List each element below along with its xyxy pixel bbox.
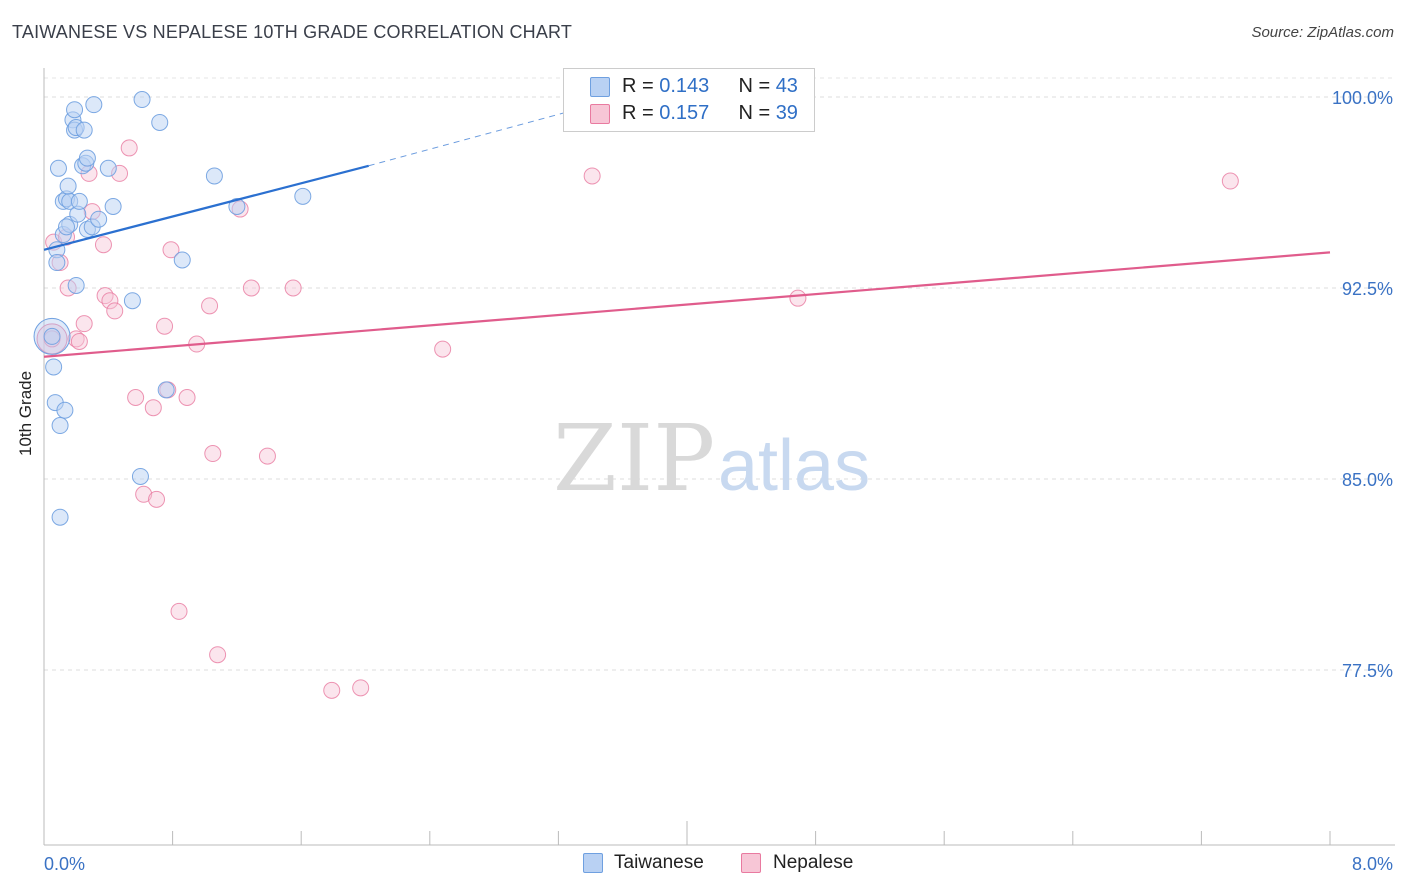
trend-lines	[43, 96, 1331, 358]
nepalese-r-label: R =	[622, 102, 660, 124]
y-tick-label: 85.0%	[1342, 470, 1393, 490]
taiwanese-point	[151, 113, 169, 131]
y-tick-label: 100.0%	[1332, 88, 1393, 108]
taiwanese-point	[48, 254, 66, 272]
y-tick-label: 77.5%	[1342, 661, 1393, 681]
y-tick-labels: 77.5% 85.0% 92.5% 100.0%	[1332, 88, 1393, 681]
nepalese-point	[258, 447, 276, 465]
nepalese-point	[209, 646, 227, 664]
taiwanese-point	[133, 91, 151, 109]
nepalese-swatch	[590, 104, 610, 124]
taiwanese-trend-line	[43, 164, 369, 251]
nepalese-point	[75, 315, 93, 333]
nepalese-point	[204, 445, 222, 463]
taiwanese-point	[228, 198, 246, 216]
y-tick-label: 92.5%	[1342, 279, 1393, 299]
taiwanese-point	[131, 467, 149, 485]
taiwanese-point	[58, 218, 76, 236]
x-tick-labels: 0.0% 8.0%	[44, 854, 1393, 874]
nepalese-point	[201, 297, 219, 315]
taiwanese-point	[45, 358, 63, 376]
nepalese-point	[67, 330, 85, 348]
y-axis-label: 10th Grade	[16, 370, 35, 456]
nepalese-point	[106, 302, 124, 320]
nepalese-point	[127, 389, 145, 407]
taiwanese-point	[205, 167, 223, 185]
nepalese-legend-swatch	[741, 853, 761, 873]
taiwanese-points	[33, 91, 312, 526]
nepalese-point	[101, 292, 119, 310]
nepalese-point	[148, 490, 166, 508]
watermark-zip: ZIP	[553, 405, 715, 512]
taiwanese-point	[99, 159, 117, 177]
taiwanese-point	[104, 198, 122, 216]
nepalese-point	[120, 139, 138, 157]
nepalese-point	[135, 485, 153, 503]
taiwanese-r-label: R =	[622, 75, 660, 97]
correlation-legend: R = 0.143 N = 43 R = 0.157 N = 39	[563, 68, 815, 132]
nepalese-point	[352, 679, 370, 697]
nepalese-point	[70, 332, 88, 350]
nepalese-point	[1221, 172, 1239, 190]
taiwanese-point	[78, 149, 96, 167]
taiwanese-point	[43, 327, 61, 345]
taiwanese-point	[294, 187, 312, 205]
taiwanese-point	[157, 381, 175, 399]
nepalese-r-value: 0.157	[659, 102, 710, 124]
taiwanese-stats: R = 0.143 N = 43	[622, 75, 798, 99]
nepalese-point	[583, 167, 601, 185]
axes	[43, 68, 1395, 846]
taiwanese-point	[51, 417, 69, 435]
x-tick-label-min: 0.0%	[44, 854, 85, 874]
taiwanese-point	[66, 101, 84, 119]
nepalese-trend-line	[43, 251, 1331, 358]
taiwanese-point	[70, 192, 88, 210]
nepalese-stats: R = 0.157 N = 39	[622, 102, 798, 126]
nepalese-point	[96, 287, 114, 305]
taiwanese-point	[51, 508, 69, 526]
nepalese-point	[162, 241, 180, 259]
taiwanese-point	[67, 276, 85, 294]
taiwanese-point	[123, 292, 141, 310]
nepalese-point	[242, 279, 260, 297]
gridlines	[44, 77, 1395, 671]
taiwanese-point	[49, 159, 67, 177]
nepalese-point	[178, 389, 196, 407]
source-label: Source: ZipAtlas.com	[1251, 24, 1394, 41]
nepalese-point	[94, 236, 112, 254]
nepalese-point	[144, 399, 162, 417]
nepalese-point	[156, 317, 174, 335]
nepalese-point	[323, 681, 341, 699]
taiwanese-legend-swatch	[583, 853, 603, 873]
taiwanese-point	[90, 210, 108, 228]
watermark-atlas: atlas	[718, 426, 870, 506]
taiwanese-point	[173, 251, 191, 269]
nepalese-point	[170, 602, 188, 620]
taiwanese-n-value: 43	[775, 75, 798, 97]
taiwanese-point	[85, 96, 103, 114]
taiwanese-point	[75, 121, 93, 139]
chart-title: TAIWANESE VS NEPALESE 10TH GRADE CORRELA…	[12, 22, 573, 42]
nepalese-n-value: 39	[775, 102, 798, 124]
nepalese-n-label: N =	[738, 102, 776, 124]
nepalese-legend-label: Nepalese	[773, 852, 854, 873]
taiwanese-swatch	[590, 77, 610, 97]
nepalese-point	[284, 279, 302, 297]
taiwanese-n-label: N =	[738, 75, 776, 97]
taiwanese-legend-label: Taiwanese	[614, 852, 704, 873]
taiwanese-r-value: 0.143	[659, 75, 710, 97]
nepalese-point	[789, 289, 807, 307]
taiwanese-point	[59, 177, 77, 195]
x-tick-label-max: 8.0%	[1352, 854, 1393, 874]
nepalese-point	[434, 340, 452, 358]
taiwanese-point	[56, 401, 74, 419]
